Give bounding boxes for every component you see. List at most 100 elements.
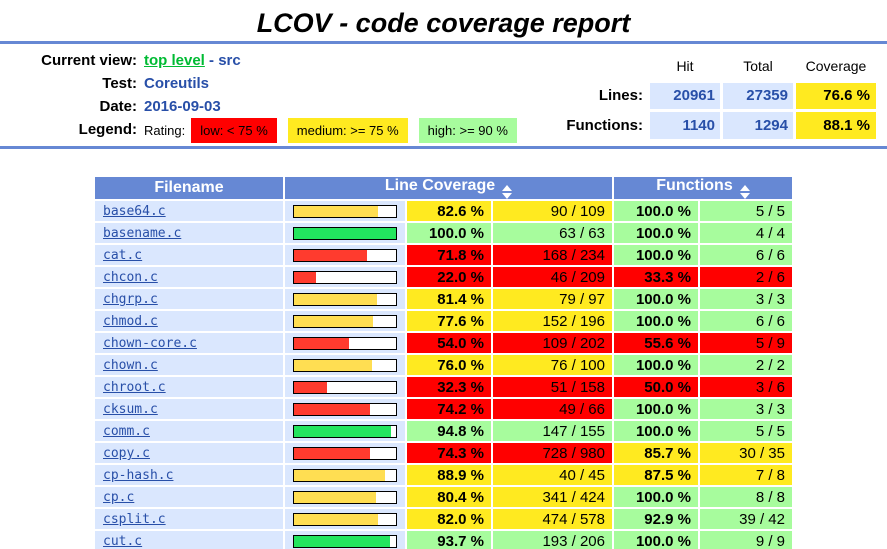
lines-summary-row: Lines: 20961 27359 76.6 % [566,82,876,110]
function-ratio-cell: 6 / 6 [700,311,792,331]
file-link[interactable]: cat.c [103,248,143,263]
function-ratio-cell: 5 / 5 [700,201,792,221]
line-ratio-cell: 51 / 158 [493,377,612,397]
table-header-row: Filename Line Coverage Functions [95,177,792,199]
line-coverage-bar-cell [285,267,405,287]
page-title: LCOV - code coverage report [256,8,631,38]
file-link[interactable]: chmod.c [103,314,158,329]
table-row: chmod.c 77.6 % 152 / 196 100.0 % 6 / 6 [95,311,792,331]
coverage-bar [293,490,397,504]
functions-label: Functions: [566,117,643,135]
file-link[interactable]: base64.c [103,204,166,219]
coverage-bar [293,292,397,306]
legend-row: Legend: Rating: low: < 75 % medium: >= 75 … [10,118,528,143]
line-percent-cell: 77.6 % [407,311,491,331]
filename-cell: csplit.c [95,509,283,529]
test-label: Test: [102,75,137,92]
line-coverage-bar-cell [285,443,405,463]
filename-column-header[interactable]: Filename [95,177,283,199]
line-coverage-bar-cell [285,333,405,353]
table-row: copy.c 74.3 % 728 / 980 85.7 % 30 / 35 [95,443,792,463]
function-percent-cell: 87.5 % [614,465,698,485]
legend-items: Rating: low: < 75 % medium: >= 75 % high: >… [144,118,528,143]
file-link[interactable]: basename.c [103,226,182,241]
coverage-bar-fill [294,271,317,283]
file-link[interactable]: csplit.c [103,512,166,527]
function-ratio-cell: 9 / 9 [700,531,792,549]
coverage-bar-fill [294,447,370,459]
file-link[interactable]: comm.c [103,424,150,439]
coverage-bar-fill [294,491,376,503]
line-coverage-bar-cell [285,487,405,507]
filename-cell: chcon.c [95,267,283,287]
file-link[interactable]: copy.c [103,446,150,461]
file-link[interactable]: chown.c [103,358,158,373]
sort-functions-icon[interactable] [739,185,750,199]
line-ratio-cell: 474 / 578 [493,509,612,529]
current-view-value: top level - src [144,49,241,72]
function-ratio-cell: 5 / 5 [700,421,792,441]
coverage-bar-fill [294,315,374,327]
file-link[interactable]: cp-hash.c [103,468,174,483]
legend-medium-badge: medium: >= 75 % [287,118,408,143]
function-percent-cell: 92.9 % [614,509,698,529]
file-link[interactable]: chcon.c [103,270,158,285]
functions-total-value: 1294 [723,112,793,139]
coverage-bar-fill [294,403,370,415]
coverage-bar [293,204,397,218]
test-row: Test: Coreutils [10,72,528,95]
coverage-bar [293,468,397,482]
lines-label: Lines: [598,87,643,105]
line-coverage-bar-cell [285,531,405,549]
coverage-bar-fill [294,227,396,239]
line-ratio-cell: 109 / 202 [493,333,612,353]
line-percent-cell: 82.0 % [407,509,491,529]
function-percent-cell: 55.6 % [614,333,698,353]
line-coverage-bar-cell [285,289,405,309]
file-coverage-table: Filename Line Coverage Functions base64.… [93,175,794,549]
summary-header-row: Hit Total Coverage [566,53,876,80]
functions-hit-value: 1140 [650,112,720,139]
line-percent-cell: 74.3 % [407,443,491,463]
coverage-bar-fill [294,249,368,261]
sort-line-coverage-icon[interactable] [502,185,513,199]
date-value: 2016-09-03 [144,98,221,115]
hit-column-header: Hit [676,58,694,75]
coverage-bar-fill [294,359,372,371]
line-coverage-column-header[interactable]: Line Coverage [285,177,612,199]
line-ratio-cell: 63 / 63 [493,223,612,243]
file-link[interactable]: chgrp.c [103,292,158,307]
file-link[interactable]: chroot.c [103,380,166,395]
function-percent-cell: 100.0 % [614,531,698,549]
current-view-name: src [218,52,241,69]
header-divider [0,146,887,149]
line-ratio-cell: 76 / 100 [493,355,612,375]
file-link[interactable]: cp.c [103,490,135,505]
coverage-bar [293,314,397,328]
table-row: cut.c 93.7 % 193 / 206 100.0 % 9 / 9 [95,531,792,549]
functions-column-header[interactable]: Functions [614,177,792,199]
table-row: chown-core.c 54.0 % 109 / 202 55.6 % 5 /… [95,333,792,353]
test-value: Coreutils [144,75,210,92]
file-link[interactable]: cksum.c [103,402,158,417]
file-link[interactable]: chown-core.c [103,336,197,351]
line-coverage-bar-cell [285,509,405,529]
filename-cell: basename.c [95,223,283,243]
line-percent-cell: 82.6 % [407,201,491,221]
top-level-link[interactable]: top level [144,52,205,69]
table-row: chown.c 76.0 % 76 / 100 100.0 % 2 / 2 [95,355,792,375]
function-ratio-cell: 5 / 9 [700,333,792,353]
coverage-bar [293,226,397,240]
function-percent-cell: 100.0 % [614,201,698,221]
file-table-section: Filename Line Coverage Functions base64.… [0,175,887,549]
table-row: cksum.c 74.2 % 49 / 66 100.0 % 3 / 3 [95,399,792,419]
function-ratio-cell: 30 / 35 [700,443,792,463]
line-percent-cell: 22.0 % [407,267,491,287]
legend-low-badge: low: < 75 % [191,118,277,143]
line-percent-cell: 32.3 % [407,377,491,397]
current-view-label: Current view: [41,52,137,69]
function-percent-cell: 100.0 % [614,311,698,331]
file-link[interactable]: cut.c [103,534,143,549]
function-percent-cell: 33.3 % [614,267,698,287]
